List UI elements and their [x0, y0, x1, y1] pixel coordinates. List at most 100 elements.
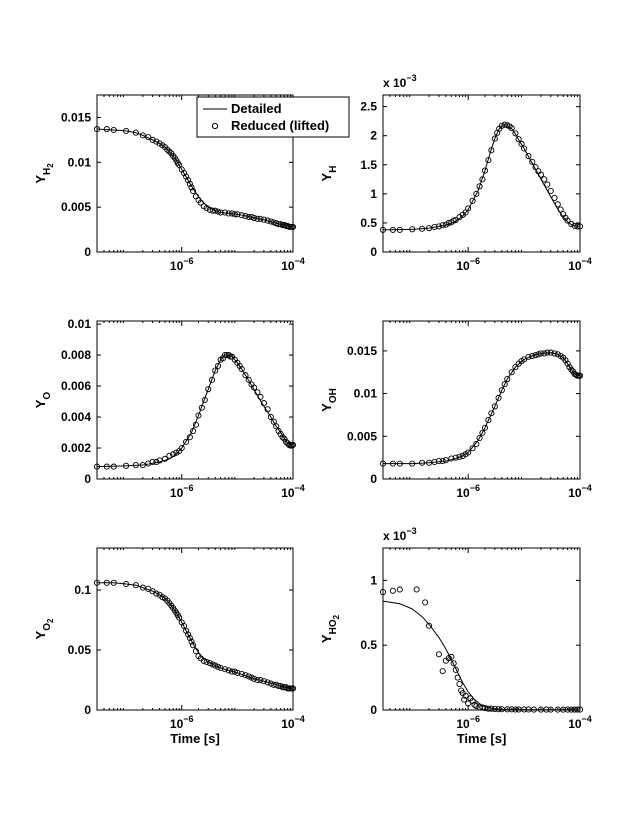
y-tick-label: 2.5 [360, 100, 377, 114]
x-tick-label: 10−4 [568, 256, 592, 273]
data-point [495, 706, 502, 713]
data-point [448, 653, 455, 660]
data-point [183, 173, 190, 180]
data-point [260, 400, 267, 407]
data-point [153, 458, 160, 466]
data-point [508, 125, 515, 132]
data-point [573, 371, 580, 378]
data-point [201, 396, 208, 404]
data-point [93, 463, 101, 470]
x-tick-label: 10−4 [281, 483, 305, 500]
data-point [251, 214, 258, 221]
data-point [260, 678, 267, 685]
x-tick-label: 10−6 [456, 256, 480, 273]
data-point [431, 458, 438, 465]
series-markers-reduced [93, 126, 297, 230]
data-point [481, 705, 489, 712]
y-tick-label: 1 [370, 573, 377, 587]
data-point [123, 580, 130, 588]
data-point [469, 445, 476, 452]
data-point [576, 706, 584, 713]
data-point [465, 205, 472, 212]
data-point [93, 579, 101, 586]
series-markers-reduced [93, 579, 297, 692]
data-point [257, 393, 264, 400]
series-line-detailed [383, 352, 581, 465]
data-point [435, 458, 442, 465]
x-tick-label: 10−6 [170, 256, 194, 273]
data-point [479, 429, 486, 436]
data-point [166, 452, 173, 459]
data-point [248, 213, 255, 221]
axes-box [96, 94, 294, 253]
data-point [242, 672, 249, 679]
data-point [491, 705, 498, 713]
data-point [450, 660, 457, 667]
data-point [170, 451, 177, 458]
legend-marker-swatch [211, 122, 219, 130]
data-point [185, 631, 192, 638]
subplot-5: 0 0.05 0.1 10−6 10−4 YO2 Time [s] [33, 547, 305, 746]
data-point [205, 386, 212, 393]
subplot-6: 0 0.5 1 10−6 10−4 x 10−3 YHO2 Time [s] [319, 526, 592, 746]
data-point [242, 372, 249, 379]
data-point [521, 706, 528, 713]
data-point [161, 455, 169, 462]
data-point [139, 132, 146, 139]
data-point [270, 418, 277, 425]
data-point [245, 376, 252, 383]
data-point [245, 673, 252, 680]
data-point [488, 410, 495, 417]
data-point [251, 675, 258, 682]
x-tick-label: 10−4 [568, 714, 592, 731]
data-point [422, 599, 429, 606]
y-tick-label: 0.5 [360, 216, 377, 230]
y-tick-label: 0.05 [68, 643, 92, 657]
data-point [234, 211, 241, 218]
y-tick-label: 0.015 [347, 344, 377, 358]
x-tick-label: 10−6 [456, 714, 480, 731]
y-tick-label: 0 [84, 472, 91, 486]
data-point [396, 226, 403, 233]
data-point [277, 431, 284, 438]
data-point [530, 706, 537, 713]
data-point [541, 350, 548, 357]
data-point [183, 438, 190, 445]
data-point [264, 217, 271, 224]
data-point [176, 161, 183, 169]
data-point [389, 460, 396, 467]
data-point [282, 438, 290, 445]
data-point [200, 657, 207, 664]
data-point [508, 706, 515, 713]
data-point [197, 199, 204, 206]
data-point [574, 223, 581, 230]
data-point [183, 627, 190, 634]
x-tick-label: 10−4 [281, 256, 305, 273]
data-point [149, 136, 156, 143]
series-markers-reduced [93, 352, 297, 470]
y-tick-label: 0.01 [68, 155, 92, 169]
data-point [479, 704, 486, 711]
data-point [543, 706, 550, 713]
data-point [289, 223, 297, 230]
y-tick-label: 0 [84, 245, 91, 259]
subplot-3: 0 0.002 0.004 0.006 0.008 0.01 10−6 10−4 YO [33, 317, 305, 500]
data-point [485, 157, 492, 164]
data-point [501, 381, 508, 388]
data-point [564, 706, 571, 713]
data-point [225, 210, 232, 217]
data-point [264, 406, 271, 413]
data-point [518, 140, 525, 147]
data-point [132, 582, 139, 589]
y-tick-label: 0.005 [347, 429, 377, 443]
y-tick-label: 0.002 [61, 441, 91, 455]
y-tick-label: 0.5 [360, 638, 377, 652]
y-tick-label: 2 [370, 129, 377, 143]
data-point [110, 579, 117, 586]
data-point [203, 204, 210, 212]
data-point [504, 706, 511, 713]
data-point [564, 217, 571, 224]
data-point [389, 226, 396, 233]
data-point [481, 167, 489, 174]
data-point [476, 183, 483, 190]
